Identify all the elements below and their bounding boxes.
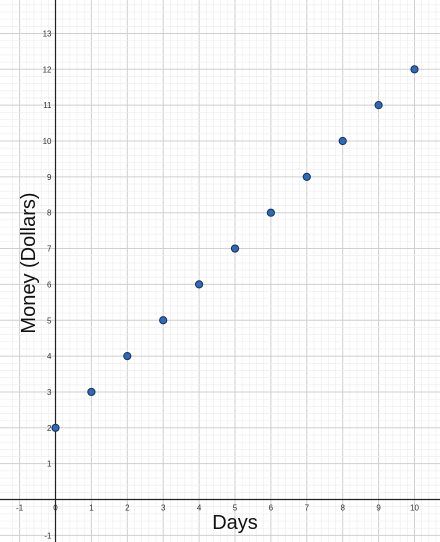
x-tick-label: 3 xyxy=(161,504,166,513)
x-tick-label: 8 xyxy=(340,504,345,513)
y-tick-label: 5 xyxy=(47,316,52,325)
y-tick-label: 3 xyxy=(47,388,52,397)
y-tick-label: 2 xyxy=(47,424,52,433)
x-axis-title: Days xyxy=(212,512,258,534)
y-tick-label: 7 xyxy=(47,245,52,254)
x-tick-label: -1 xyxy=(16,504,24,513)
y-axis-title: Money (Dollars) xyxy=(18,192,40,333)
y-tick-label: 9 xyxy=(47,173,52,182)
y-tick-label: 11 xyxy=(43,101,52,110)
data-point xyxy=(338,136,347,146)
x-tick-label: 7 xyxy=(305,504,310,513)
data-point xyxy=(302,172,311,181)
x-tick-label: 0 xyxy=(53,504,58,513)
y-tick-label: -1 xyxy=(44,531,52,540)
y-tick-label: 10 xyxy=(43,137,52,146)
data-point xyxy=(123,352,132,361)
y-tick-label: 1 xyxy=(47,460,52,469)
y-tick-label: 4 xyxy=(47,352,52,361)
y-tick-label: 8 xyxy=(47,209,52,218)
data-point xyxy=(374,101,383,110)
data-points xyxy=(51,65,419,432)
x-tick-label: 4 xyxy=(197,504,202,513)
data-point xyxy=(195,280,204,289)
data-point xyxy=(266,208,275,217)
y-tick-label: 12 xyxy=(43,65,52,74)
x-tick-label: 6 xyxy=(269,504,274,513)
data-point xyxy=(159,316,168,325)
data-point xyxy=(87,387,96,397)
data-point xyxy=(51,423,60,432)
y-tick-label: 6 xyxy=(47,280,52,289)
data-point xyxy=(230,244,240,253)
x-tick-label: 1 xyxy=(89,504,94,513)
x-tick-label: 9 xyxy=(376,504,381,513)
x-tick-label: 5 xyxy=(233,504,238,513)
x-tick-label: 2 xyxy=(125,504,130,513)
x-tick-label: 10 xyxy=(410,504,419,513)
data-point xyxy=(410,65,419,74)
y-tick-label: 13 xyxy=(43,29,52,38)
